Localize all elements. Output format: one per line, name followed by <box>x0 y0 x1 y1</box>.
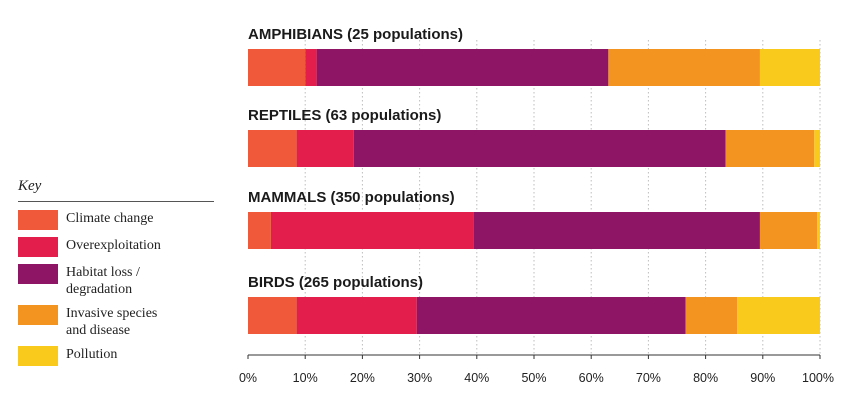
legend-item-climate-change: Climate change <box>18 210 214 230</box>
legend-label: Pollution <box>66 347 118 362</box>
bar-segment <box>817 212 820 249</box>
bar-segment <box>608 49 760 86</box>
legend-swatch <box>18 346 58 366</box>
legend-item-invasive-species: Invasive species and disease <box>18 305 214 339</box>
tick-label: 90% <box>750 371 775 385</box>
legend-label: Habitat loss / degradation <box>66 265 140 297</box>
bar-segment <box>759 49 820 86</box>
legend-swatch <box>18 210 58 230</box>
bar-segment <box>248 49 306 86</box>
category-label: BIRDS (265 populations) <box>248 274 423 291</box>
bar-segment <box>270 212 474 249</box>
bar-segment <box>759 212 818 249</box>
legend: Key Climate change Overexploitation Habi… <box>18 178 214 373</box>
bar-segment <box>814 130 820 167</box>
bar-segment <box>725 130 815 167</box>
bar-segment <box>353 130 726 167</box>
category-label: AMPHIBIANS (25 populations) <box>248 26 463 43</box>
bar-segment <box>737 297 820 334</box>
grid-lines <box>304 40 821 355</box>
legend-item-overexploitation: Overexploitation <box>18 237 214 257</box>
tick-label: 60% <box>579 371 604 385</box>
legend-swatch <box>18 237 58 257</box>
legend-item-habitat-loss: Habitat loss / degradation <box>18 264 214 298</box>
tick-label: 30% <box>407 371 432 385</box>
bars <box>248 49 820 334</box>
bar-segment <box>248 130 297 167</box>
tick-label: 0% <box>239 371 257 385</box>
tick-label: 40% <box>464 371 489 385</box>
tick-label: 10% <box>293 371 318 385</box>
tick-label: 70% <box>636 371 661 385</box>
tick-label: 100% <box>802 371 834 385</box>
tick-label: 80% <box>693 371 718 385</box>
legend-label: Overexploitation <box>66 238 161 253</box>
bar-segment <box>248 212 271 249</box>
category-label: REPTILES (63 populations) <box>248 107 441 124</box>
bar-segment <box>316 49 609 86</box>
bar-segment <box>685 297 738 334</box>
legend-label: Invasive species and disease <box>66 306 158 338</box>
legend-swatch <box>18 305 58 325</box>
bar-segment <box>473 212 760 249</box>
category-label: MAMMALS (350 populations) <box>248 189 455 206</box>
tick-label: 50% <box>521 371 546 385</box>
x-axis-ticks: 0% 10% 20% 30% 40% 50% 60% 70% 80% 90% 100% <box>239 355 834 385</box>
legend-title: Key <box>18 178 214 202</box>
legend-item-pollution: Pollution <box>18 346 214 366</box>
tick-label: 20% <box>350 371 375 385</box>
bar-segment <box>296 130 354 167</box>
bar-segment <box>416 297 686 334</box>
category-labels: AMPHIBIANS (25 populations) REPTILES (63 … <box>248 26 463 291</box>
bar-segment <box>305 49 317 86</box>
bar-segment <box>296 297 417 334</box>
bar-segment <box>248 297 297 334</box>
legend-swatch <box>18 264 58 284</box>
legend-label: Climate change <box>66 211 154 226</box>
